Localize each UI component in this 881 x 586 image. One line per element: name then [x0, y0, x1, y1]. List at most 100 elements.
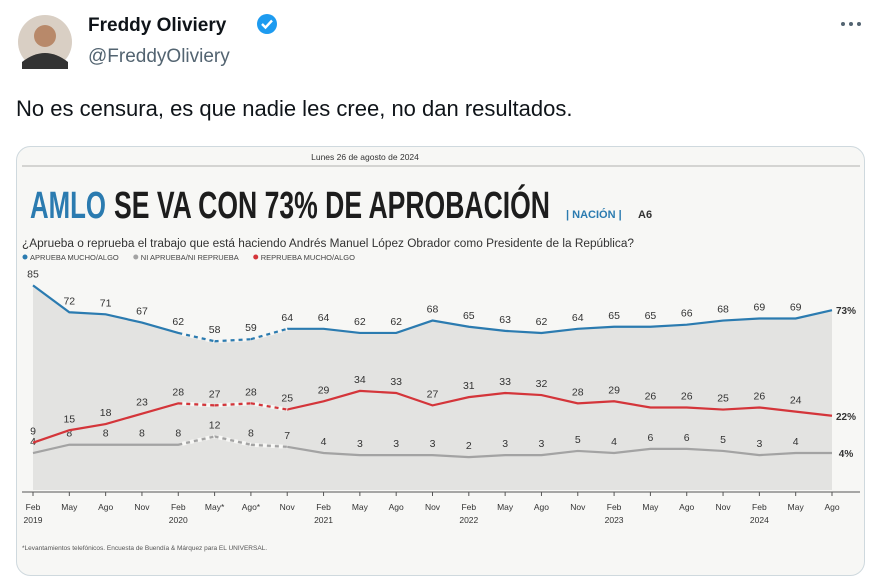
legend-label: NI APRUEBA/NI REPRUEBA [141, 253, 239, 262]
chart: Lunes 26 de agosto de 2024 AMLO SE VA CO… [22, 152, 860, 552]
data-label: 15 [63, 413, 75, 425]
data-label: 3 [393, 438, 399, 450]
data-label: 25 [717, 393, 729, 405]
data-label: 18 [100, 407, 112, 419]
legend-label: REPRUEBA MUCHO/ALGO [261, 253, 355, 262]
x-tick-label: Feb [316, 502, 331, 512]
data-label: 6 [684, 432, 690, 444]
more-button[interactable] [841, 22, 861, 26]
data-label: 23 [136, 397, 148, 409]
dash-gap [177, 331, 216, 344]
x-tick-label: May [352, 502, 369, 512]
data-label: 69 [754, 301, 766, 313]
data-label: 3 [357, 438, 363, 450]
data-label: 8 [103, 428, 109, 440]
dash-gap [250, 401, 288, 412]
x-tick-year: 2023 [605, 515, 624, 525]
data-label: 25 [281, 393, 293, 405]
data-label: 8 [66, 428, 72, 440]
dash-gap [214, 434, 252, 447]
x-tick-label: Nov [134, 502, 150, 512]
dash-gap [214, 337, 252, 344]
x-tick-year: 2019 [24, 515, 43, 525]
author-name[interactable]: Freddy Oliviery [88, 15, 227, 36]
data-label: 32 [536, 378, 548, 390]
legend-swatch [253, 254, 259, 260]
data-label: 29 [608, 384, 620, 396]
data-label: 8 [139, 428, 145, 440]
x-tick-label: Ago* [242, 502, 261, 512]
x-tick-label: May [61, 502, 78, 512]
x-tick-label: Nov [425, 502, 441, 512]
data-label: 4 [611, 436, 617, 448]
x-tick-label: Nov [570, 502, 586, 512]
data-label: 65 [608, 310, 620, 322]
x-tick-label: Ago [824, 502, 839, 512]
data-label: 58 [209, 324, 221, 336]
data-label: 68 [427, 304, 439, 316]
data-label: 28 [572, 386, 584, 398]
data-label: 6 [647, 432, 653, 444]
data-label: 3 [430, 438, 436, 450]
verified-badge [257, 14, 277, 34]
chart-title: SE VA CON 73% DE APROBACIÓN [114, 183, 550, 227]
data-label: 28 [245, 386, 257, 398]
footnote: *Levantamientos telefónicos. Encuesta de… [22, 545, 267, 552]
dash-gap [178, 401, 215, 408]
x-tick-label: May [497, 502, 514, 512]
data-label: 65 [463, 310, 475, 322]
x-tick-label: Nov [715, 502, 731, 512]
x-tick-label: Feb [752, 502, 767, 512]
data-label: 62 [390, 316, 402, 328]
data-label: 62 [354, 316, 366, 328]
data-label: 12 [209, 419, 221, 431]
series-line [32, 389, 833, 444]
data-label: 69 [790, 301, 802, 313]
data-label: 2 [466, 440, 472, 452]
data-label: 85 [27, 268, 39, 280]
data-label: 27 [209, 388, 221, 400]
data-label: 64 [318, 312, 330, 324]
legend-swatch [22, 254, 28, 260]
avatar-face [34, 25, 56, 47]
chart-title-highlight: AMLO [30, 185, 106, 227]
data-label: 22% [836, 412, 856, 423]
x-tick-year: 2020 [169, 515, 188, 525]
tweet-text: No es censura, es que nadie les cree, no… [16, 96, 572, 121]
data-label: 63 [499, 314, 511, 326]
area [33, 285, 832, 490]
legend-label: APRUEBA MUCHO/ALGO [30, 253, 119, 262]
dash-gap [250, 326, 288, 342]
dash-gap [214, 401, 252, 408]
dash-gap [177, 434, 216, 447]
x-tick-label: May* [205, 502, 225, 512]
data-label: 24 [790, 395, 802, 407]
series-line [32, 284, 833, 343]
x-tick-label: Ago [389, 502, 404, 512]
data-label: 26 [754, 390, 766, 402]
x-tick-label: Feb [171, 502, 186, 512]
author-handle[interactable]: @FreddyOliviery [88, 46, 230, 67]
data-label: 62 [536, 316, 548, 328]
dash-gap [250, 442, 288, 449]
x-tick-label: Ago [679, 502, 694, 512]
data-label: 73% [836, 306, 856, 317]
data-label: 71 [100, 297, 112, 309]
x-tick-label: Ago [534, 502, 549, 512]
x-tick-label: Feb [607, 502, 622, 512]
data-label: 34 [354, 374, 366, 386]
x-tick-year: 2021 [314, 515, 333, 525]
data-label: 26 [645, 390, 657, 402]
data-label: 64 [572, 312, 584, 324]
x-tick-year: 2024 [750, 515, 769, 525]
chart-subtitle: ¿Aprueba o reprueba el trabajo que está … [22, 238, 634, 250]
data-label: 29 [318, 384, 330, 396]
data-label: 4% [839, 449, 854, 460]
data-label: 5 [720, 434, 726, 446]
data-label: 8 [248, 428, 254, 440]
data-label: 62 [172, 316, 184, 328]
chart-date: Lunes 26 de agosto de 2024 [311, 152, 419, 162]
data-label: 28 [172, 386, 184, 398]
data-label: 65 [645, 310, 657, 322]
